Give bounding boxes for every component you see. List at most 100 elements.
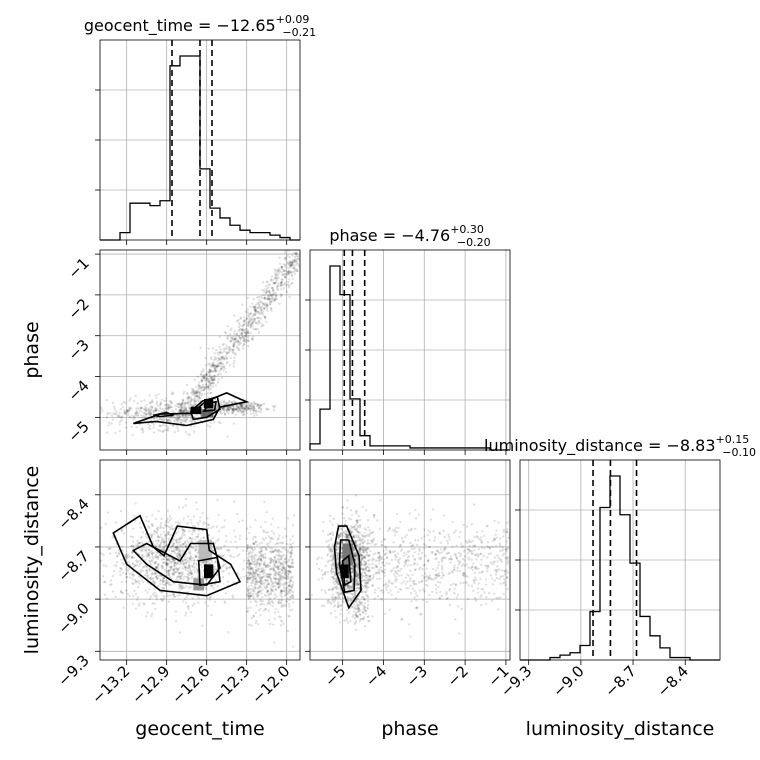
sample-point (212, 363, 215, 367)
sample-point (187, 561, 191, 564)
sample-point (130, 572, 133, 575)
sample-point (356, 573, 360, 576)
sample-point (149, 577, 152, 581)
sample-point (134, 412, 137, 415)
sample-point (186, 573, 189, 576)
sample-point (209, 584, 213, 587)
sample-point (180, 537, 183, 540)
sample-point (167, 418, 170, 422)
sample-point (132, 556, 135, 559)
sample-point (111, 590, 115, 593)
sample-point (193, 416, 196, 419)
sample-point (224, 592, 228, 595)
sample-point (158, 424, 161, 428)
sample-point (202, 561, 205, 564)
sample-point (329, 548, 333, 551)
sample-point (264, 564, 268, 568)
sample-point (332, 567, 336, 570)
sample-point (191, 565, 194, 568)
sample-point (213, 352, 216, 355)
sample-point (173, 571, 176, 574)
sample-point (156, 526, 159, 529)
sample-point (275, 285, 279, 289)
sample-point (262, 609, 265, 612)
sample-point (187, 395, 190, 399)
sample-point (176, 545, 180, 549)
sample-point (277, 565, 280, 569)
sample-point (287, 267, 290, 270)
sample-point (331, 548, 335, 551)
sample-point (217, 364, 221, 368)
sample-point (242, 406, 245, 410)
sample-point (195, 545, 198, 548)
sample-point (256, 623, 260, 626)
sample-point (257, 310, 260, 314)
sample-point (377, 551, 381, 554)
sample-point (166, 418, 169, 422)
sample-point (161, 407, 164, 411)
sample-point (346, 580, 349, 583)
sample-point (218, 357, 221, 360)
sample-point (353, 592, 357, 595)
sample-point (121, 528, 124, 531)
sample-point (345, 584, 349, 588)
sample-point (193, 402, 196, 406)
sample-point (274, 577, 277, 580)
sample-point (350, 586, 353, 589)
sample-point (171, 527, 175, 531)
sample-point (137, 541, 140, 545)
sample-point (137, 544, 140, 547)
sample-point (138, 548, 142, 552)
sample-point (494, 573, 498, 576)
sample-point (246, 581, 250, 584)
sample-point (333, 564, 336, 567)
sample-point (230, 401, 234, 405)
sample-point (355, 574, 358, 577)
sample-point (356, 539, 360, 542)
sample-point (268, 561, 271, 565)
sample-point (262, 563, 266, 566)
sample-point (188, 407, 192, 411)
sample-point (160, 517, 163, 521)
sample-point (223, 600, 226, 603)
sample-point (287, 570, 290, 573)
sample-point (259, 557, 262, 561)
sample-point (248, 623, 251, 627)
sample-point (218, 335, 221, 338)
sample-point (226, 580, 230, 583)
sample-point (283, 572, 287, 575)
sample-point (167, 600, 171, 603)
sample-point (345, 535, 348, 538)
sample-point (250, 566, 253, 570)
sample-point (261, 567, 265, 570)
sample-point (265, 303, 268, 307)
sample-point (476, 591, 479, 594)
sample-point (348, 517, 351, 520)
sample-point (220, 403, 223, 406)
sample-point (269, 577, 273, 581)
sample-point (137, 580, 141, 583)
sample-point (240, 328, 244, 331)
sample-point (257, 304, 261, 308)
sample-point (181, 567, 184, 570)
sample-point (176, 403, 179, 406)
sample-point (171, 568, 175, 572)
sample-point (208, 374, 211, 377)
sample-point (252, 317, 256, 320)
sample-point (433, 539, 436, 542)
sample-point (171, 527, 175, 531)
sample-point (202, 388, 206, 391)
sample-point (283, 272, 286, 276)
sample-point (229, 347, 232, 350)
sample-point (274, 608, 278, 611)
sample-point (194, 391, 197, 394)
sample-point (265, 290, 269, 293)
sample-point (363, 564, 367, 567)
sample-point (282, 604, 285, 607)
sample-point (250, 322, 253, 326)
sample-point (197, 388, 200, 392)
sample-point (337, 570, 341, 574)
sample-point (243, 339, 246, 342)
sample-point (248, 550, 252, 553)
sample-point (357, 575, 360, 578)
